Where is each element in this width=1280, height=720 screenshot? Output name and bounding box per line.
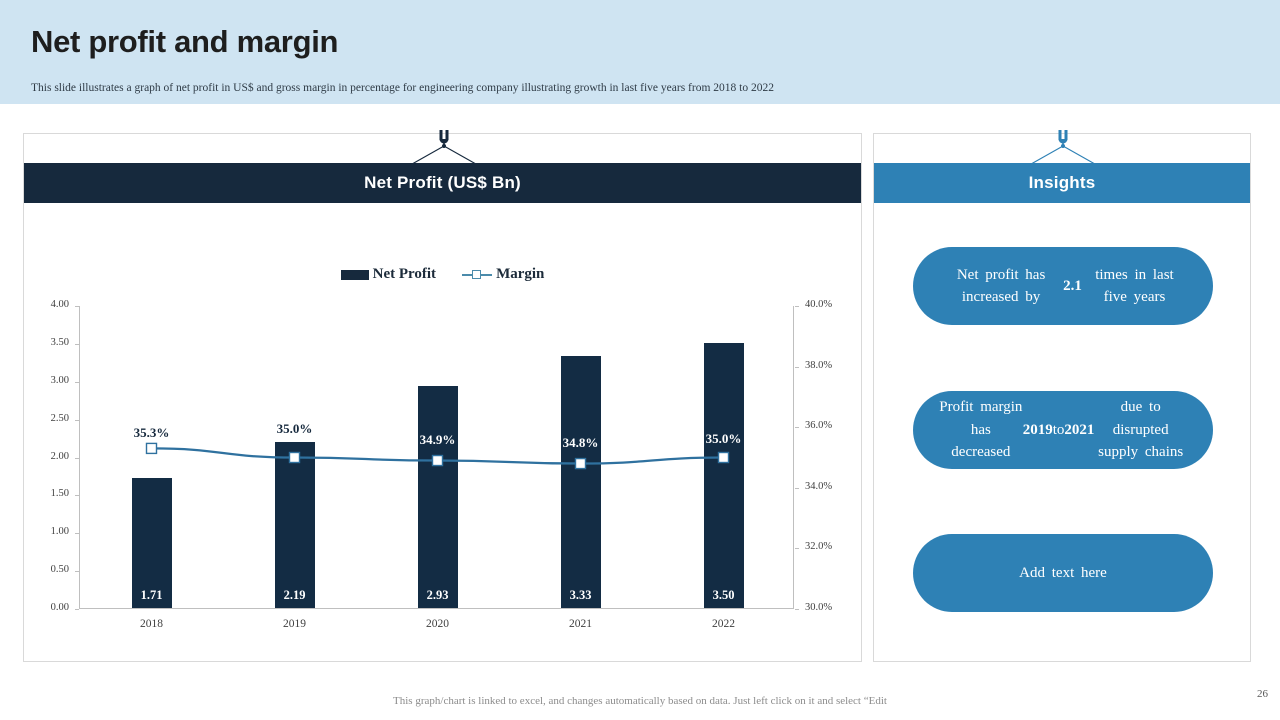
left-axis-tickmark	[75, 343, 79, 345]
bar-value-label: 3.33	[569, 588, 592, 602]
margin-marker-2021	[574, 457, 587, 470]
margin-swatch-icon	[462, 269, 493, 280]
legend-item-margin: Margin	[462, 266, 544, 283]
insights-card: Insights Net profit has increased by 2.1…	[873, 130, 1251, 662]
right-axis-tick-label: 38.0%	[805, 359, 833, 371]
left-axis-tickmark	[75, 457, 79, 459]
right-axis-tick-label: 40.0%	[805, 299, 833, 310]
margin-data-label-2018: 35.3%	[133, 425, 170, 440]
insight-pill-1[interactable]: Net profit has increased by 2.1 times in…	[913, 247, 1213, 325]
left-axis-tickmark	[75, 609, 79, 610]
margin-data-label-2019: 35.0%	[276, 421, 313, 436]
bar-value-label: 3.50	[712, 588, 735, 602]
right-axis-tickmark	[795, 609, 799, 610]
left-axis-tickmark	[75, 571, 79, 573]
x-axis-label-2019: 2019	[283, 618, 306, 630]
margin-data-label-2021: 34.8%	[562, 435, 599, 450]
net-profit-swatch-icon	[340, 269, 369, 280]
legend-label: Margin	[496, 266, 545, 282]
bar-value-label: 2.19	[283, 588, 306, 602]
net-profit-chart-card[interactable]: Net Profit (US$ Bn) Net Profit Margin 0.…	[23, 130, 862, 662]
legend-label: Net Profit	[372, 266, 437, 282]
bar-value-label: 2.93	[426, 588, 449, 602]
left-axis-tick-label: 3.50	[50, 336, 69, 348]
bar-2021: 3.33	[560, 355, 601, 608]
page-title: Net profit and margin	[31, 24, 339, 59]
left-axis-tickmark	[75, 419, 79, 421]
left-axis-tickmark	[75, 495, 79, 497]
margin-marker-2018	[145, 442, 158, 455]
x-axis-label-2020: 2020	[426, 618, 449, 630]
right-axis-tickmark	[795, 427, 799, 429]
combo-chart-plot-area[interactable]: 0.00 0.50 1.00 1.50 2.00 2.50 3.00 3.50 4.00 30.0…	[51, 299, 833, 630]
bar-value-label: 1.71	[140, 588, 163, 602]
chart-legend: Net Profit Margin	[24, 266, 861, 283]
page-subtitle: This slide illustrates a graph of net pr…	[31, 82, 774, 94]
left-axis-tickmark	[75, 306, 79, 307]
footer-note: This graph/chart is linked to excel, and…	[393, 695, 887, 707]
left-axis-tick-label: 0.50	[50, 564, 69, 576]
margin-marker-2020	[431, 454, 444, 467]
x-axis-label-2021: 2021	[569, 618, 592, 630]
left-axis-tick-label: 3.00	[50, 374, 69, 386]
margin-data-label-2022: 35.0%	[705, 431, 742, 446]
insight-pill-2[interactable]: Profit margin has decreased 2019 to 2021…	[913, 391, 1213, 469]
bar-2018: 1.71	[131, 478, 172, 608]
margin-marker-2019	[288, 451, 301, 464]
margin-marker-2022	[717, 451, 730, 464]
left-axis-tick-label: 1.50	[50, 488, 69, 500]
left-axis-tick-label: 0.00	[50, 602, 69, 613]
chart-title-banner: Net Profit (US$ Bn)	[24, 163, 861, 203]
x-axis-label-2018: 2018	[140, 618, 163, 630]
right-axis-tickmark	[795, 366, 799, 368]
right-axis-tickmark	[795, 548, 799, 550]
header-band: Net profit and margin This slide illustr…	[0, 0, 1280, 104]
hanging-hook-icon	[1031, 130, 1095, 164]
margin-data-label-2020: 34.9%	[419, 432, 456, 447]
bar-2022: 3.50	[703, 342, 744, 608]
bar-2020: 2.93	[417, 386, 458, 608]
left-axis-tick-label: 2.50	[50, 412, 69, 424]
left-axis-tick-label: 1.00	[50, 526, 69, 538]
bar-2019: 2.19	[274, 442, 315, 608]
page-number: 26	[1257, 688, 1268, 700]
insight-pill-3-add-text[interactable]: Add text here	[913, 534, 1213, 612]
right-axis-tick-label: 30.0%	[805, 602, 833, 613]
x-axis-label-2022: 2022	[712, 618, 735, 630]
margin-line-series	[145, 442, 730, 470]
right-axis-tick-label: 34.0%	[805, 480, 833, 492]
left-axis-tickmark	[75, 533, 79, 535]
right-axis-tick-label: 32.0%	[805, 541, 833, 553]
left-axis-tickmark	[75, 381, 79, 383]
left-axis-tick-label: 2.00	[50, 450, 69, 462]
right-axis-tickmark	[795, 306, 799, 307]
right-axis-tick-label: 36.0%	[805, 420, 833, 432]
legend-item-net-profit: Net Profit	[340, 266, 437, 283]
left-axis-tick-label: 4.00	[50, 299, 69, 310]
hanging-hook-icon	[412, 130, 476, 164]
insights-title-banner: Insights	[874, 163, 1250, 203]
right-axis-tickmark	[795, 487, 799, 489]
